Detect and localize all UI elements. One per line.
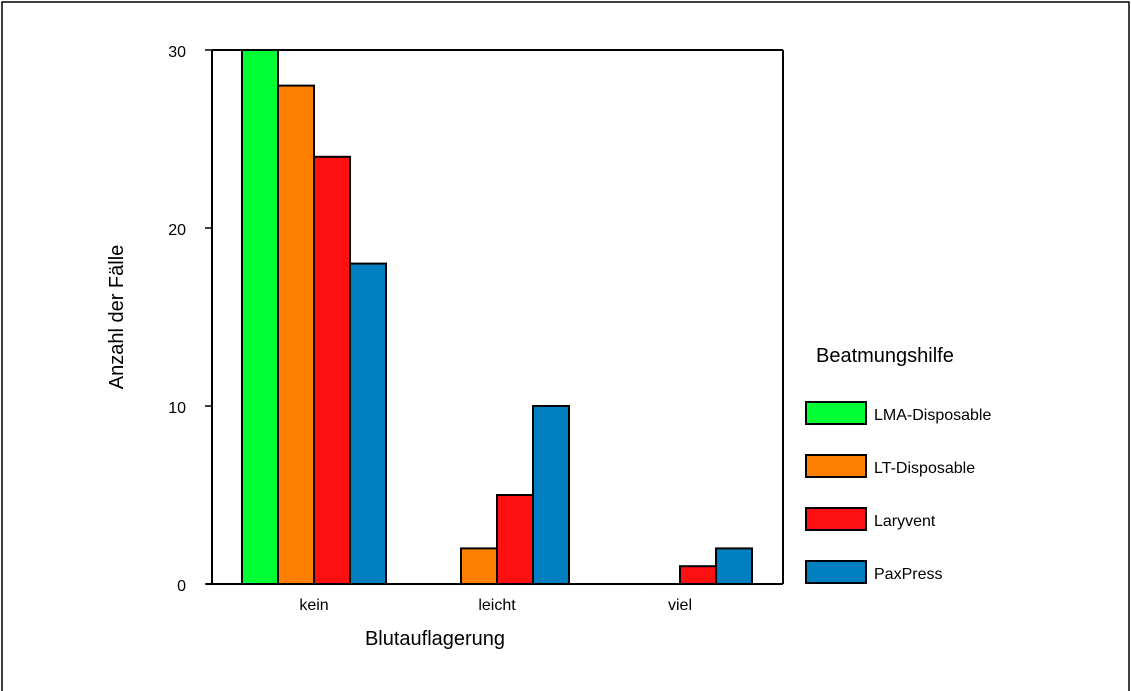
- y-tick-label: 30: [168, 44, 186, 61]
- bar-paxpress-kein: [349, 262, 387, 585]
- bar-laryvent-leicht: [496, 494, 534, 585]
- x-axis-title: Blutauflagerung: [365, 628, 505, 650]
- legend-label: PaxPress: [874, 566, 942, 583]
- x-axis-labels: kein leicht viel: [299, 597, 692, 614]
- legend-swatch-lt-disposable: [805, 454, 867, 478]
- legend-label: Laryvent: [874, 513, 936, 530]
- y-axis-ticks: 0 10 20 30: [168, 44, 212, 595]
- legend-title: Beatmungshilfe: [816, 345, 954, 367]
- legend-label: LT-Disposable: [874, 460, 975, 477]
- legend-swatch-lma-disposable: [805, 401, 867, 425]
- legend-label: LMA-Disposable: [874, 407, 991, 424]
- legend-swatch-laryvent: [805, 507, 867, 531]
- x-tick-label: leicht: [478, 597, 516, 614]
- bar-lt-disposable-kein: [277, 84, 315, 585]
- y-axis-title: Anzahl der Fälle: [106, 245, 128, 390]
- x-tick-label: kein: [299, 597, 328, 614]
- y-tick-label: 20: [168, 222, 186, 239]
- legend: Beatmungshilfe LMA-Disposable LT-Disposab…: [805, 345, 991, 584]
- bar-paxpress-leicht: [532, 405, 570, 585]
- bar-laryvent-viel: [679, 565, 717, 586]
- bar-laryvent-kein: [313, 155, 351, 586]
- y-tick-label: 10: [168, 400, 186, 417]
- bars: [241, 49, 753, 586]
- bar-lma-disposable-kein: [241, 49, 279, 585]
- x-tick-label: viel: [668, 597, 692, 614]
- bar-lt-disposable-leicht: [460, 547, 498, 586]
- bar-paxpress-viel: [715, 547, 753, 586]
- y-tick-label: 0: [177, 578, 186, 595]
- legend-swatch-paxpress: [805, 560, 867, 584]
